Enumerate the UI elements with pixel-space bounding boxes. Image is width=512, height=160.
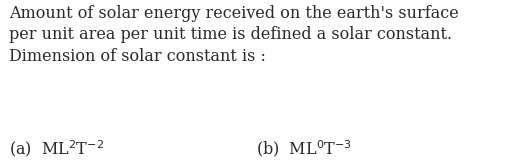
Text: (a)  ML$^2$T$^{-2}$: (a) ML$^2$T$^{-2}$	[9, 138, 104, 159]
Text: Amount of solar energy received on the earth's surface
per unit area per unit ti: Amount of solar energy received on the e…	[9, 5, 459, 65]
Text: (b)  ML$^0$T$^{-3}$: (b) ML$^0$T$^{-3}$	[256, 138, 352, 159]
